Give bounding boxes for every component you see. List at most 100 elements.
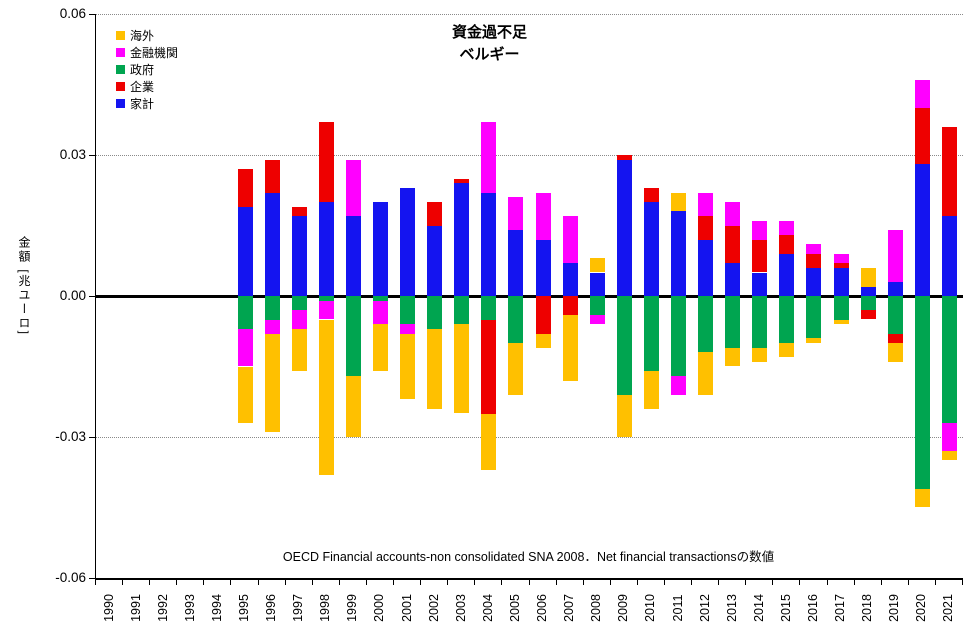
bar-segment	[318, 296, 334, 301]
bar-segment	[237, 366, 253, 423]
bar-segment	[887, 296, 903, 334]
bar-segment	[698, 239, 714, 296]
x-tick-label: 2018	[860, 594, 875, 622]
bar-segment	[291, 328, 307, 372]
bar-segment	[860, 296, 876, 311]
bar-segment	[427, 296, 443, 329]
bar-segment	[589, 296, 605, 315]
x-axis-tick	[555, 580, 557, 585]
bar-segment	[914, 488, 930, 508]
x-axis-tick	[691, 580, 693, 585]
x-axis-tick	[934, 580, 936, 585]
x-axis-tick	[447, 580, 449, 585]
bar-segment	[616, 296, 632, 395]
x-tick-label: 1995	[237, 594, 252, 622]
bar-segment	[291, 216, 307, 296]
legend-label: 金融機関	[130, 45, 179, 60]
bar-segment	[941, 422, 957, 452]
x-axis-tick	[799, 580, 801, 585]
bar-segment	[806, 267, 822, 296]
plot-area	[95, 13, 963, 580]
bar-segment	[806, 253, 822, 268]
chart-title-line2: ベルギー	[459, 45, 520, 63]
x-tick-label: 2006	[535, 594, 550, 622]
x-axis-tick	[230, 580, 232, 585]
x-axis-tick	[880, 580, 882, 585]
bar-segment	[779, 234, 795, 254]
bar-segment	[372, 300, 388, 325]
x-tick-label: 2020	[914, 594, 929, 622]
y-axis-label: 金額 [兆ユーロ]	[17, 236, 31, 337]
x-axis-tick	[474, 580, 476, 585]
bar-segment	[237, 169, 253, 207]
bar-segment	[345, 159, 361, 217]
bar-segment	[752, 296, 768, 348]
bar-segment	[454, 324, 470, 414]
bar-segment	[481, 296, 497, 320]
bar-segment	[562, 296, 578, 315]
x-axis-tick	[311, 580, 313, 585]
bar-segment	[860, 267, 876, 287]
x-tick-label: 1997	[291, 594, 306, 622]
y-tick-label: -0.06	[55, 570, 86, 585]
x-tick-label: 2016	[805, 594, 820, 622]
bar-segment	[481, 413, 497, 470]
bar-segment	[237, 206, 253, 296]
legend-label: 企業	[130, 79, 155, 94]
x-axis-tick	[853, 580, 855, 585]
bar-segment	[345, 296, 361, 376]
bar-segment	[508, 197, 524, 231]
bar-segment	[400, 296, 416, 325]
bar-segment	[454, 296, 470, 325]
bar-segment	[508, 296, 524, 343]
legend: 海外 金融機関 政府 企業 家計	[116, 27, 178, 112]
bar-segment	[698, 216, 714, 240]
bar-segment	[671, 296, 687, 376]
bar-segment	[508, 230, 524, 296]
y-axis-tick	[89, 155, 95, 156]
x-tick-label: 2001	[399, 594, 414, 622]
bar-segment	[806, 338, 822, 343]
x-axis-tick	[745, 580, 747, 585]
bar-segment	[589, 314, 605, 325]
bar-segment	[698, 192, 714, 217]
bar-segment	[372, 296, 388, 301]
y-tick-label: 0.00	[59, 288, 86, 303]
bar-segment	[914, 108, 930, 165]
bar-segment	[941, 126, 957, 217]
bar-segment	[887, 333, 903, 343]
bar-segment	[671, 211, 687, 296]
legend-item: 金融機関	[116, 44, 178, 61]
x-axis-tick	[582, 580, 584, 585]
bar-segment	[562, 314, 578, 381]
bar-segment	[833, 263, 849, 268]
grid-line	[96, 13, 963, 15]
x-axis-tick	[284, 580, 286, 585]
legend-label: 政府	[130, 62, 155, 77]
bar-segment	[671, 375, 687, 395]
x-tick-label: 1999	[345, 594, 360, 622]
bar-segment	[752, 272, 768, 296]
bar-segment	[454, 178, 470, 184]
bar-segment	[616, 159, 632, 296]
x-tick-label: 2005	[507, 594, 522, 622]
bar-segment	[752, 347, 768, 362]
bar-segment	[237, 296, 253, 329]
x-axis-tick	[907, 580, 909, 585]
bar-segment	[508, 343, 524, 395]
bar-segment	[833, 253, 849, 264]
bar-segment	[264, 192, 280, 296]
bar-segment	[833, 319, 849, 325]
x-axis-tick	[176, 580, 178, 585]
bar-segment	[643, 296, 659, 372]
x-tick-label: 2011	[670, 594, 685, 622]
legend-item: 海外	[116, 27, 178, 44]
bar-segment	[345, 375, 361, 437]
x-tick-label: 1996	[264, 594, 279, 622]
bar-segment	[779, 253, 795, 296]
bar-segment	[562, 263, 578, 296]
y-axis-tick	[89, 296, 95, 297]
bar-segment	[833, 296, 849, 320]
bar-segment	[481, 192, 497, 296]
bar-segment	[318, 319, 334, 475]
